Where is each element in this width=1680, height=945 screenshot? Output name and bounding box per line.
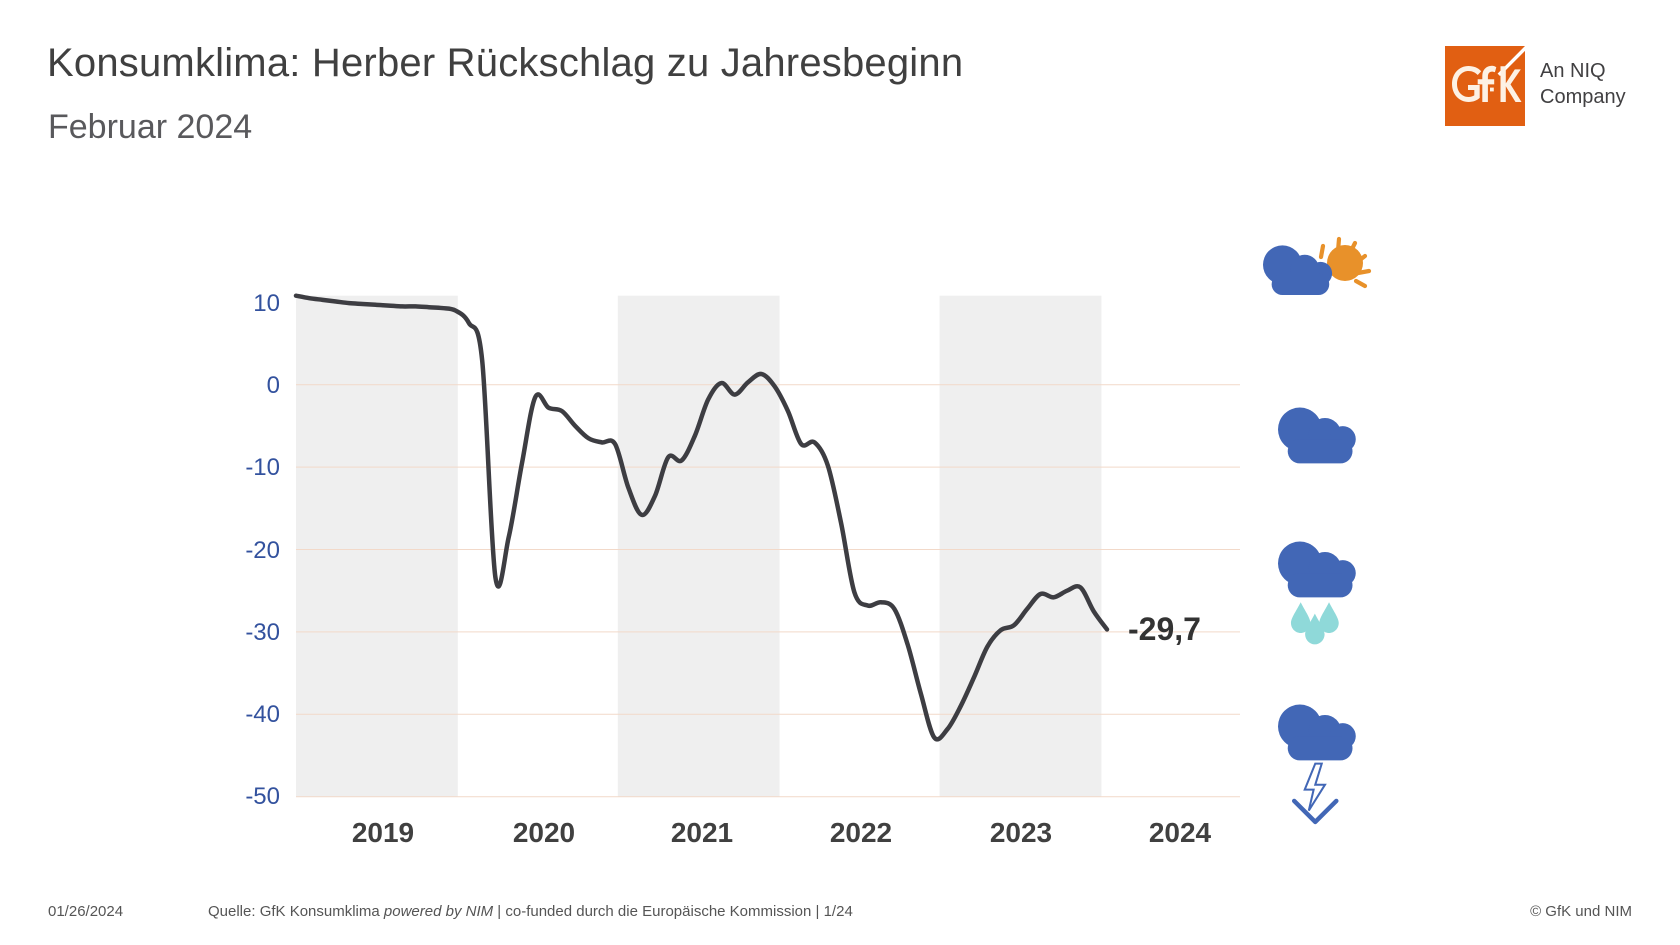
svg-text:-30: -30 — [245, 619, 280, 646]
svg-text:-10: -10 — [245, 454, 280, 481]
svg-text:2019: 2019 — [352, 817, 414, 848]
svg-text:-40: -40 — [245, 701, 280, 728]
svg-text:2024: 2024 — [1149, 817, 1212, 848]
svg-text:2020: 2020 — [513, 817, 575, 848]
svg-text:-29,7: -29,7 — [1128, 611, 1201, 647]
svg-text:0: 0 — [267, 372, 280, 399]
svg-text:-20: -20 — [245, 537, 280, 564]
svg-text:-50: -50 — [245, 783, 280, 810]
svg-text:2023: 2023 — [990, 817, 1052, 848]
svg-text:2022: 2022 — [830, 817, 892, 848]
svg-text:2021: 2021 — [671, 817, 733, 848]
svg-text:10: 10 — [253, 290, 280, 317]
